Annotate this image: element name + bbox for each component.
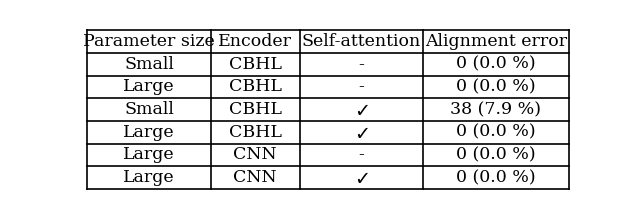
Text: CNN: CNN xyxy=(234,169,277,186)
Text: Parameter size: Parameter size xyxy=(83,33,215,50)
Text: Large: Large xyxy=(123,78,175,95)
Text: $\checkmark$: $\checkmark$ xyxy=(354,168,369,187)
Text: CBHL: CBHL xyxy=(229,78,282,95)
Text: Small: Small xyxy=(124,101,174,118)
Text: $\checkmark$: $\checkmark$ xyxy=(354,100,369,119)
Text: $\checkmark$: $\checkmark$ xyxy=(354,123,369,142)
Text: 0 (0.0 %): 0 (0.0 %) xyxy=(456,169,536,186)
Text: Large: Large xyxy=(123,169,175,186)
Text: 0 (0.0 %): 0 (0.0 %) xyxy=(456,124,536,141)
Text: 0 (0.0 %): 0 (0.0 %) xyxy=(456,78,536,95)
Text: 0 (0.0 %): 0 (0.0 %) xyxy=(456,56,536,73)
Text: CBHL: CBHL xyxy=(229,56,282,73)
Text: CBHL: CBHL xyxy=(229,124,282,141)
Text: Small: Small xyxy=(124,56,174,73)
Text: Self-attention: Self-attention xyxy=(302,33,421,50)
Text: 0 (0.0 %): 0 (0.0 %) xyxy=(456,146,536,163)
Text: CBHL: CBHL xyxy=(229,101,282,118)
Text: Encoder: Encoder xyxy=(218,33,292,50)
Text: -: - xyxy=(358,78,365,95)
Text: Large: Large xyxy=(123,146,175,163)
Text: Large: Large xyxy=(123,124,175,141)
Text: CNN: CNN xyxy=(234,146,277,163)
Text: -: - xyxy=(358,56,365,73)
Text: Alignment error: Alignment error xyxy=(425,33,567,50)
Text: 38 (7.9 %): 38 (7.9 %) xyxy=(451,101,541,118)
Text: -: - xyxy=(358,146,365,163)
